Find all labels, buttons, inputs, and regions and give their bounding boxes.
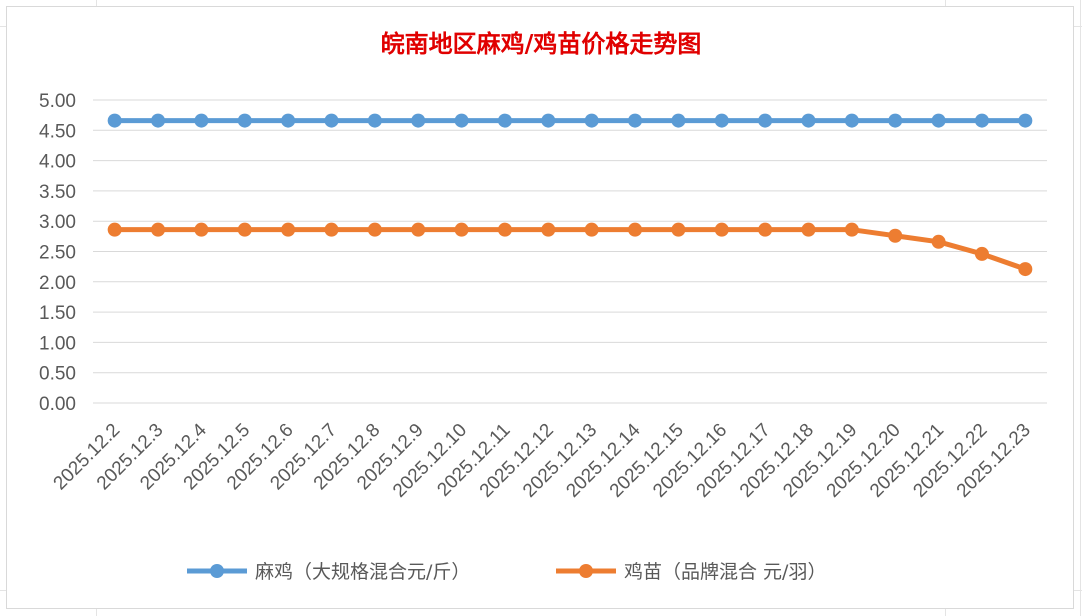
legend-item-chick[interactable]: 鸡苗（品牌混合 元/羽） (556, 561, 826, 583)
data-point[interactable] (367, 222, 382, 237)
data-point[interactable] (324, 222, 339, 237)
data-point[interactable] (454, 222, 469, 237)
legend-swatch-marker (210, 564, 224, 578)
y-tick-label: 3.00 (39, 212, 76, 233)
data-point[interactable] (281, 113, 296, 128)
data-point[interactable] (541, 222, 556, 237)
data-point[interactable] (1018, 262, 1033, 277)
data-point[interactable] (107, 222, 122, 237)
legend-label: 麻鸡（大规格混合元/斤） (255, 561, 470, 583)
data-point[interactable] (931, 234, 946, 249)
chart-area[interactable] (6, 6, 1074, 609)
data-point[interactable] (324, 113, 339, 128)
data-point[interactable] (974, 113, 989, 128)
data-point[interactable] (628, 113, 643, 128)
y-tick-label: 2.00 (39, 273, 76, 294)
data-point[interactable] (541, 113, 556, 128)
data-point[interactable] (671, 222, 686, 237)
data-point[interactable] (151, 222, 166, 237)
data-point[interactable] (584, 113, 599, 128)
data-point[interactable] (758, 113, 773, 128)
data-point[interactable] (888, 113, 903, 128)
y-tick-label: 5.00 (39, 91, 76, 112)
y-tick-label: 2.50 (39, 243, 76, 264)
y-tick-label: 4.50 (39, 121, 76, 142)
data-point[interactable] (1018, 113, 1033, 128)
data-point[interactable] (411, 113, 426, 128)
data-point[interactable] (801, 113, 816, 128)
legend-item-machicken[interactable]: 麻鸡（大规格混合元/斤） (187, 561, 470, 583)
y-tick-label: 4.00 (39, 152, 76, 173)
data-point[interactable] (107, 113, 122, 128)
data-point[interactable] (194, 222, 209, 237)
data-point[interactable] (888, 228, 903, 243)
data-point[interactable] (671, 113, 686, 128)
y-tick-label: 1.00 (39, 333, 76, 354)
y-tick-label: 1.50 (39, 303, 76, 324)
data-point[interactable] (497, 113, 512, 128)
data-point[interactable] (454, 113, 469, 128)
data-point[interactable] (931, 113, 946, 128)
data-point[interactable] (367, 113, 382, 128)
series-1 (107, 222, 1033, 277)
data-point[interactable] (584, 222, 599, 237)
data-point[interactable] (758, 222, 773, 237)
data-point[interactable] (974, 246, 989, 261)
legend-label: 鸡苗（品牌混合 元/羽） (624, 561, 826, 583)
legend-swatch-marker (579, 564, 593, 578)
plot-series (107, 113, 1033, 277)
data-point[interactable] (281, 222, 296, 237)
series-0 (107, 113, 1033, 128)
sheet-gridline (1080, 0, 1081, 616)
data-point[interactable] (411, 222, 426, 237)
data-point[interactable] (714, 113, 729, 128)
y-tick-label: 3.50 (39, 182, 76, 203)
data-point[interactable] (628, 222, 643, 237)
data-point[interactable] (151, 113, 166, 128)
x-axis-ticks: 2025.12.22025.12.32025.12.42025.12.52025… (50, 419, 1035, 501)
data-point[interactable] (237, 222, 252, 237)
data-point[interactable] (194, 113, 209, 128)
data-point[interactable] (497, 222, 512, 237)
data-point[interactable] (237, 113, 252, 128)
legend: 麻鸡（大规格混合元/斤） 鸡苗（品牌混合 元/羽） (187, 561, 826, 583)
data-point[interactable] (844, 222, 859, 237)
data-point[interactable] (844, 113, 859, 128)
gridlines (93, 99, 1047, 404)
y-axis-ticks: 0.00 0.50 1.00 1.50 2.00 2.50 3.00 3.50 4.00 4.50… (39, 91, 76, 415)
data-point[interactable] (714, 222, 729, 237)
chart-title: 皖南地区麻鸡/鸡苗价格走势图 (381, 29, 702, 58)
y-tick-label: 0.00 (39, 394, 76, 415)
series-line (112, 227, 1028, 272)
data-point[interactable] (801, 222, 816, 237)
y-tick-label: 0.50 (39, 364, 76, 385)
